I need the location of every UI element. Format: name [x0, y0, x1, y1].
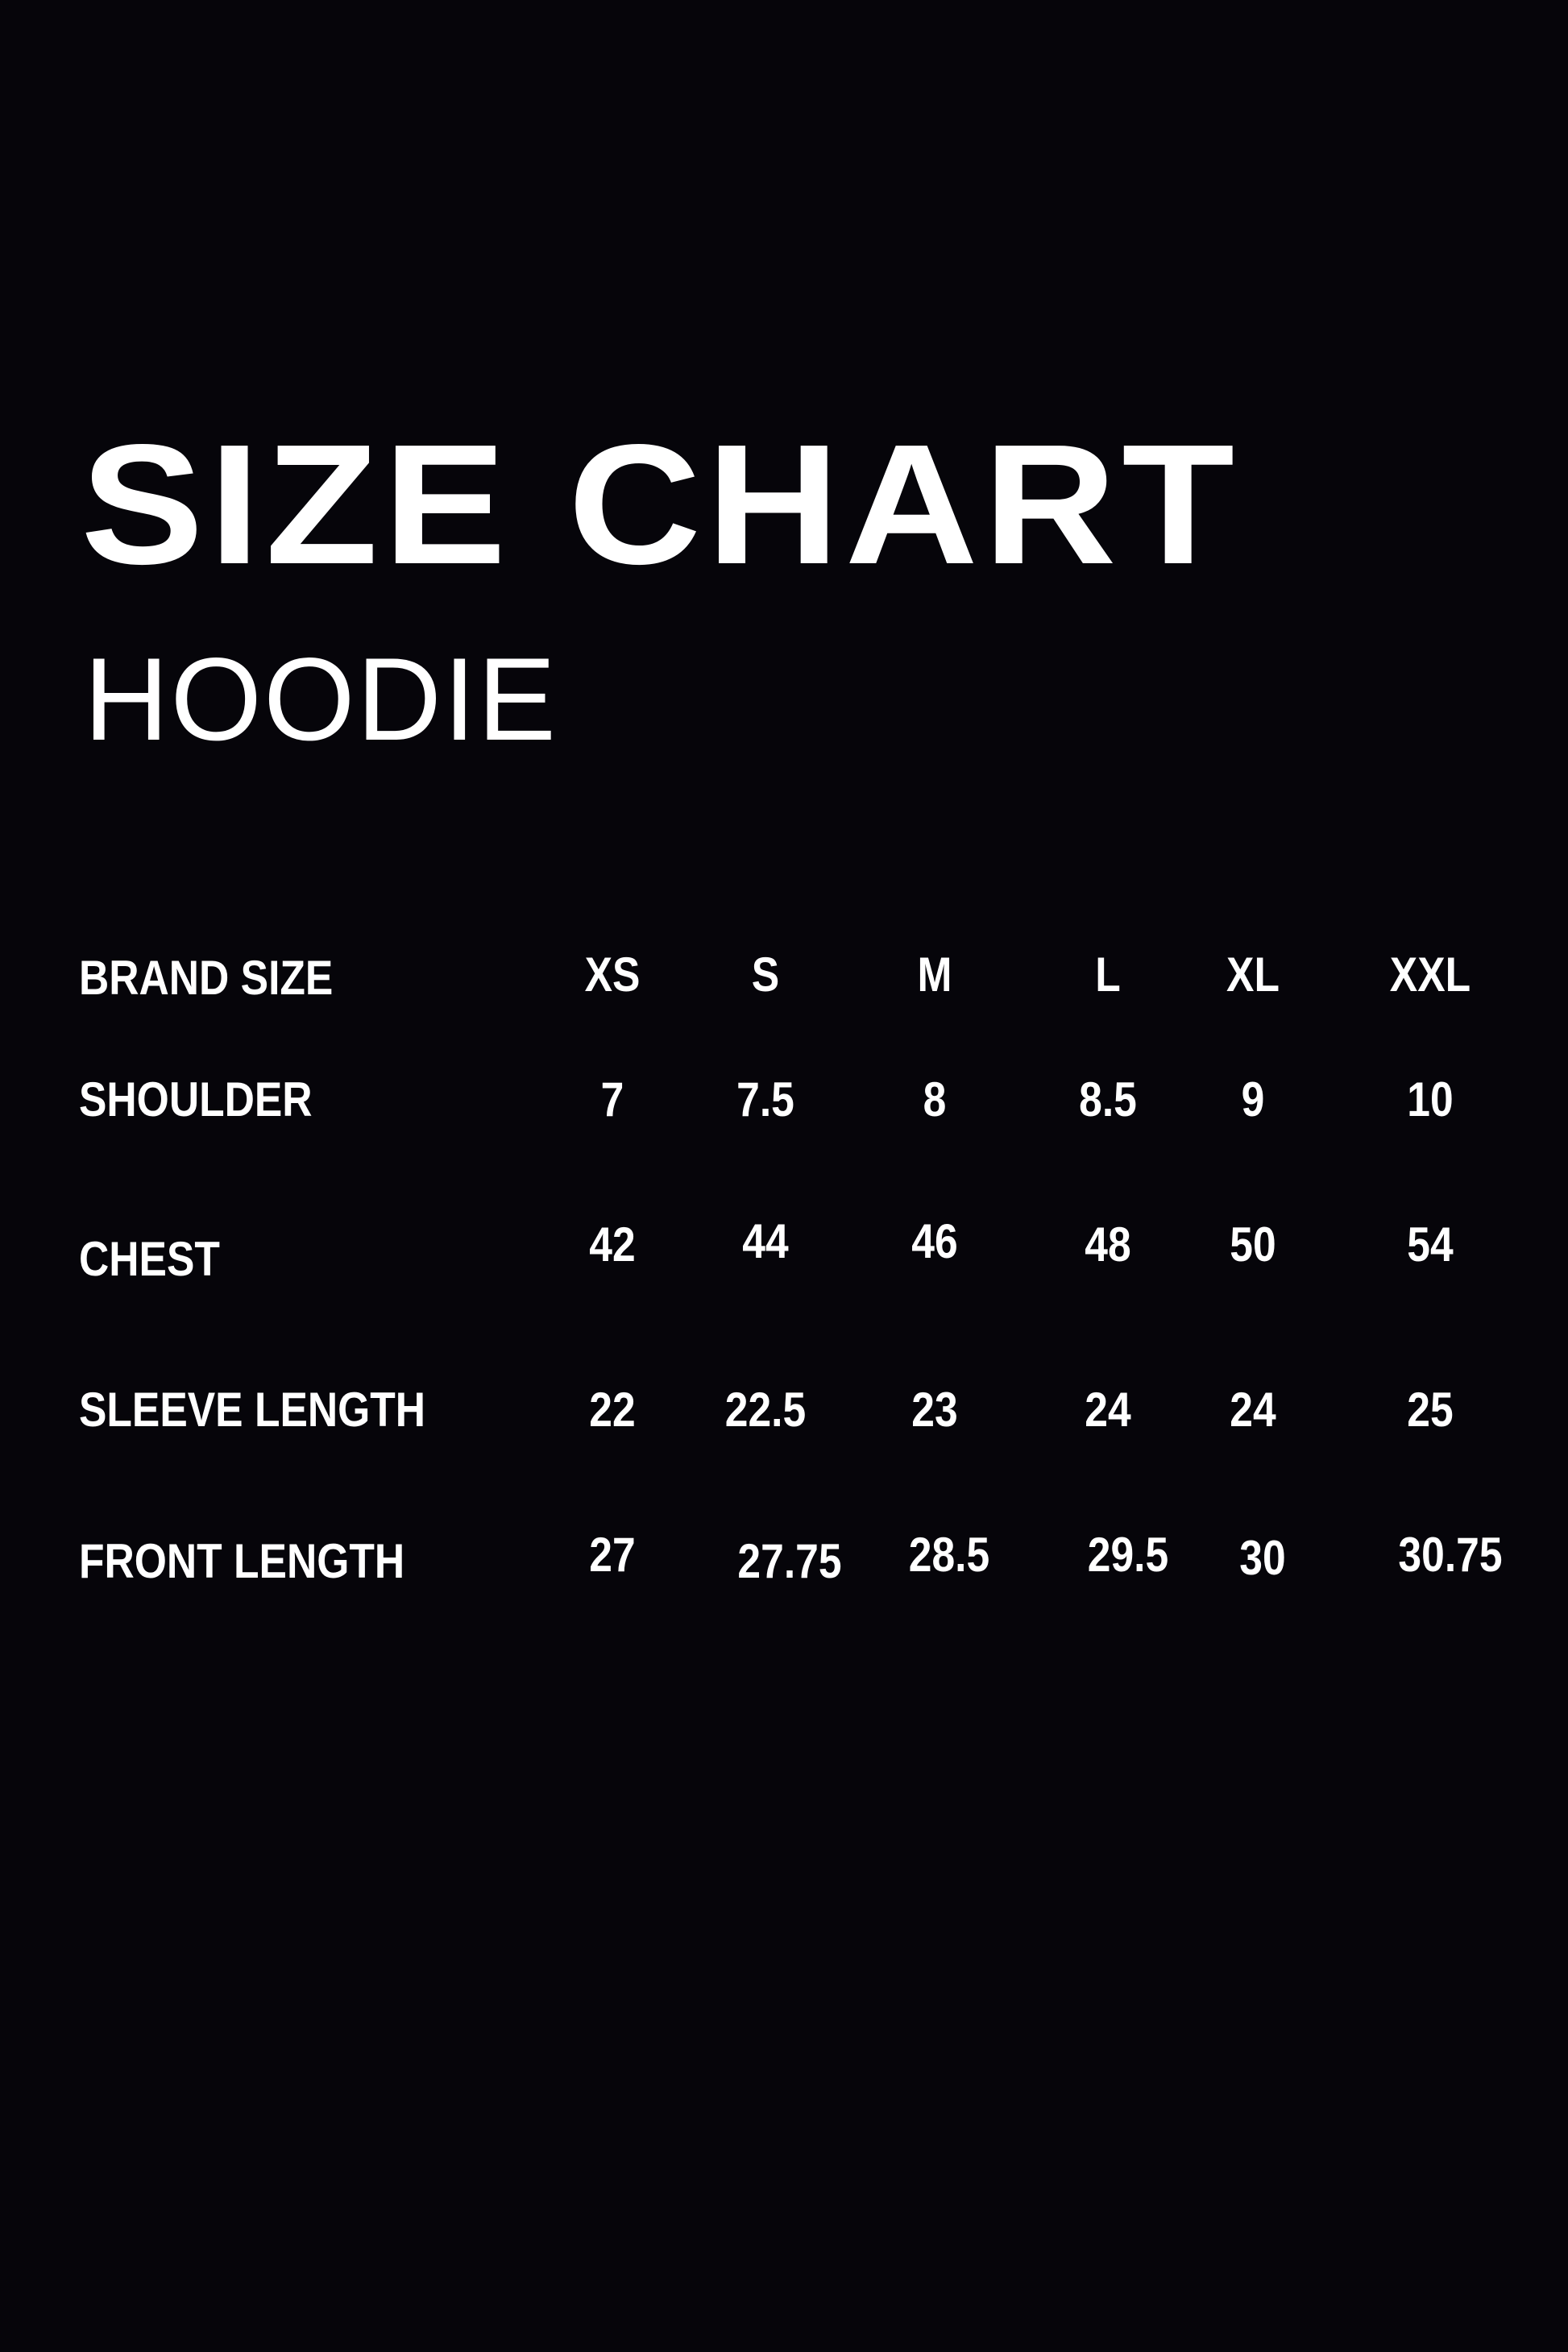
table-cell: 8	[923, 1072, 947, 1126]
table-cell: 48	[1085, 1217, 1131, 1271]
table-cell: 22.5	[724, 1383, 807, 1437]
product-subtitle: HOODIE	[84, 633, 558, 765]
table-cell: 54	[1407, 1217, 1454, 1271]
table-row: CHEST 42 44 46 48 50 54	[0, 1205, 1568, 1284]
size-header: S	[751, 948, 780, 1002]
table-cell: 27	[589, 1528, 636, 1582]
size-header: XS	[584, 948, 641, 1002]
table-cell: 30	[1239, 1531, 1286, 1585]
table-cell: 9	[1241, 1072, 1265, 1126]
table-cell: 27.75	[737, 1534, 842, 1588]
table-cell: 28.5	[908, 1528, 990, 1582]
row-label: CHEST	[79, 1232, 220, 1286]
table-cell: 46	[911, 1214, 958, 1268]
size-header: M	[917, 948, 952, 1002]
table-cell: 42	[589, 1217, 636, 1271]
table-cell: 44	[742, 1214, 789, 1268]
page-title: SIZE CHART	[81, 409, 1240, 599]
size-header: L	[1095, 948, 1121, 1002]
header-label: BRAND SIZE	[79, 951, 334, 1005]
table-cell: 8.5	[1079, 1072, 1137, 1126]
size-header: XL	[1226, 948, 1280, 1002]
table-cell: 7	[600, 1072, 624, 1126]
table-row: FRONT LENGTH 27 27.75 28.5 29.5 30 30.75	[0, 1515, 1568, 1586]
table-cell: 25	[1407, 1383, 1454, 1437]
size-header: XXL	[1389, 948, 1471, 1002]
table-cell: 7.5	[736, 1072, 794, 1126]
row-label: SLEEVE LENGTH	[79, 1383, 426, 1437]
table-cell: 22	[589, 1383, 636, 1437]
table-cell: 10	[1407, 1072, 1454, 1126]
table-cell: 29.5	[1087, 1528, 1169, 1582]
table-cell: 23	[911, 1383, 958, 1437]
table-cell: 24	[1230, 1383, 1276, 1437]
table-row: SHOULDER 7 7.5 8 8.5 9 10	[0, 1060, 1568, 1124]
table-row: SLEEVE LENGTH 22 22.5 23 24 24 25	[0, 1370, 1568, 1434]
row-label: FRONT LENGTH	[79, 1534, 405, 1588]
table-cell: 50	[1230, 1217, 1276, 1271]
table-cell: 30.75	[1398, 1528, 1503, 1582]
row-label: SHOULDER	[79, 1072, 313, 1126]
table-header-row: BRAND SIZE XS S M L XL XXL	[0, 935, 1568, 1005]
table-cell: 24	[1085, 1383, 1131, 1437]
